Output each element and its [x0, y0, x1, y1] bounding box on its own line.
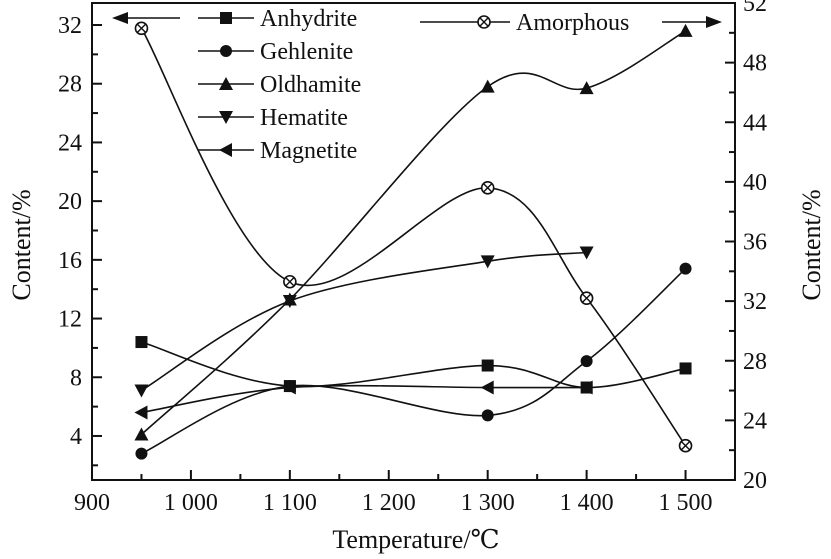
- point-amorphous-cross-b: [285, 277, 295, 287]
- point-amorphous-cross-b: [680, 441, 691, 451]
- x-tick-label: 1 400: [560, 490, 614, 516]
- series-line-oldhamite: [140, 30, 686, 436]
- point-anhydrite: [135, 336, 148, 349]
- point-anhydrite: [679, 362, 692, 375]
- y-right-tick-label: 32: [743, 289, 767, 315]
- point-oldhamite: [480, 79, 495, 93]
- point-gehlenite: [580, 355, 593, 368]
- x-tick-label: 900: [74, 490, 110, 516]
- left-axis-arrow: [112, 12, 180, 24]
- y-left-tick-label: 20: [58, 189, 82, 215]
- legend-item-oldhamite: Oldhamite: [198, 72, 361, 98]
- y-right-tick-label: 48: [743, 51, 767, 77]
- point-amorphous-cross-b: [482, 183, 493, 193]
- point-amorphous: [480, 181, 495, 195]
- point-amorphous: [579, 291, 594, 305]
- y-right-tick-label: 44: [743, 110, 767, 136]
- legend-marker-magnetite: [219, 143, 232, 157]
- point-anhydrite: [481, 359, 494, 372]
- y-axis-title-right: Content/%: [797, 189, 826, 300]
- legend-item-magnetite: Magnetite: [198, 138, 357, 164]
- axis-ticks: 900 1 000 1 100 1 200 1 300 1 400 1 5004812162…: [58, 0, 767, 516]
- y-left-tick-label: 8: [70, 365, 82, 391]
- legend-item-anhydrite: Anhydrite: [198, 6, 357, 32]
- series-magnetite: [134, 380, 593, 420]
- point-magnetite: [134, 405, 148, 420]
- legend-label-gehlenite: Gehlenite: [260, 39, 353, 65]
- legend-marker-oldhamite: [219, 77, 233, 90]
- series-gehlenite: [135, 262, 692, 460]
- series-line-magnetite: [141, 384, 587, 414]
- series-hematite: [134, 246, 594, 398]
- point-hematite: [282, 294, 297, 308]
- point-amorphous: [134, 21, 149, 36]
- y-right-tick-label: 52: [743, 0, 767, 17]
- y-right-tick-label: 40: [743, 170, 767, 196]
- legend-item-gehlenite: Gehlenite: [198, 39, 353, 65]
- y-right-tick-label: 24: [743, 408, 767, 434]
- point-amorphous-cross-b: [581, 293, 592, 303]
- y-left-tick-label: 12: [58, 307, 82, 333]
- legend-item-hematite: Hematite: [198, 105, 348, 131]
- legend-item-amorphous: Amorphous: [420, 10, 629, 36]
- legend-marker-amorphous: [477, 15, 491, 29]
- legend-label-oldhamite: Oldhamite: [260, 72, 361, 98]
- legend-marker-amorphous-cross-b: [479, 17, 489, 27]
- point-magnetite: [282, 380, 296, 395]
- legend-marker-hematite: [219, 111, 233, 124]
- point-hematite: [480, 255, 495, 269]
- point-gehlenite: [481, 409, 494, 422]
- series-line-gehlenite: [141, 268, 687, 455]
- x-tick-label: 1 200: [362, 490, 416, 516]
- legend-marker-anhydrite: [220, 12, 232, 24]
- y-left-tick-label: 4: [70, 424, 82, 450]
- point-oldhamite: [134, 427, 149, 441]
- x-axis-title: Temperature/℃: [332, 525, 499, 554]
- series-line-anhydrite: [141, 341, 686, 389]
- point-oldhamite: [579, 81, 594, 95]
- series-layer: [134, 21, 693, 460]
- point-amorphous-cross-b: [136, 23, 147, 34]
- x-tick-label: 1 300: [461, 490, 515, 516]
- point-hematite: [579, 246, 594, 260]
- y-left-tick-label: 16: [58, 248, 82, 274]
- series-anhydrite: [135, 336, 692, 394]
- y-right-tick-label: 20: [743, 468, 767, 494]
- right-axis-arrow-head: [706, 16, 722, 28]
- series-amorphous: [134, 21, 693, 453]
- y-right-tick-label: 28: [743, 349, 767, 375]
- series-oldhamite: [134, 23, 693, 441]
- series-line-hematite: [141, 251, 587, 392]
- series-line-amorphous: [140, 27, 687, 447]
- y-left-tick-label: 32: [58, 13, 82, 39]
- y-axis-title-left: Content/%: [7, 189, 36, 300]
- legend-label-hematite: Hematite: [260, 105, 348, 131]
- point-amorphous: [678, 438, 693, 453]
- point-hematite: [134, 384, 149, 398]
- legend-marker-gehlenite: [220, 45, 232, 57]
- legend-label-magnetite: Magnetite: [260, 138, 357, 164]
- point-gehlenite: [679, 262, 692, 275]
- legend-label-amorphous: Amorphous: [516, 10, 629, 36]
- left-axis-arrow-head: [112, 12, 128, 24]
- legend: Anhydrite Gehlenite Oldhamite Hematite Magne…: [112, 6, 722, 164]
- plot-border: [91, 2, 736, 481]
- point-gehlenite: [135, 447, 148, 460]
- y-right-tick-label: 36: [743, 230, 767, 256]
- y-left-tick-label: 28: [58, 72, 82, 98]
- point-amorphous: [283, 274, 297, 289]
- x-tick-label: 1 000: [164, 490, 218, 516]
- point-magnetite: [480, 380, 494, 395]
- legend-label-anhydrite: Anhydrite: [260, 6, 357, 32]
- point-oldhamite: [678, 23, 693, 37]
- y-left-tick-label: 24: [58, 130, 82, 156]
- x-tick-label: 1 500: [659, 490, 713, 516]
- x-tick-label: 1 100: [263, 490, 317, 516]
- point-magnetite: [579, 380, 593, 395]
- right-axis-arrow: [662, 16, 722, 28]
- plot-frame: [91, 2, 736, 481]
